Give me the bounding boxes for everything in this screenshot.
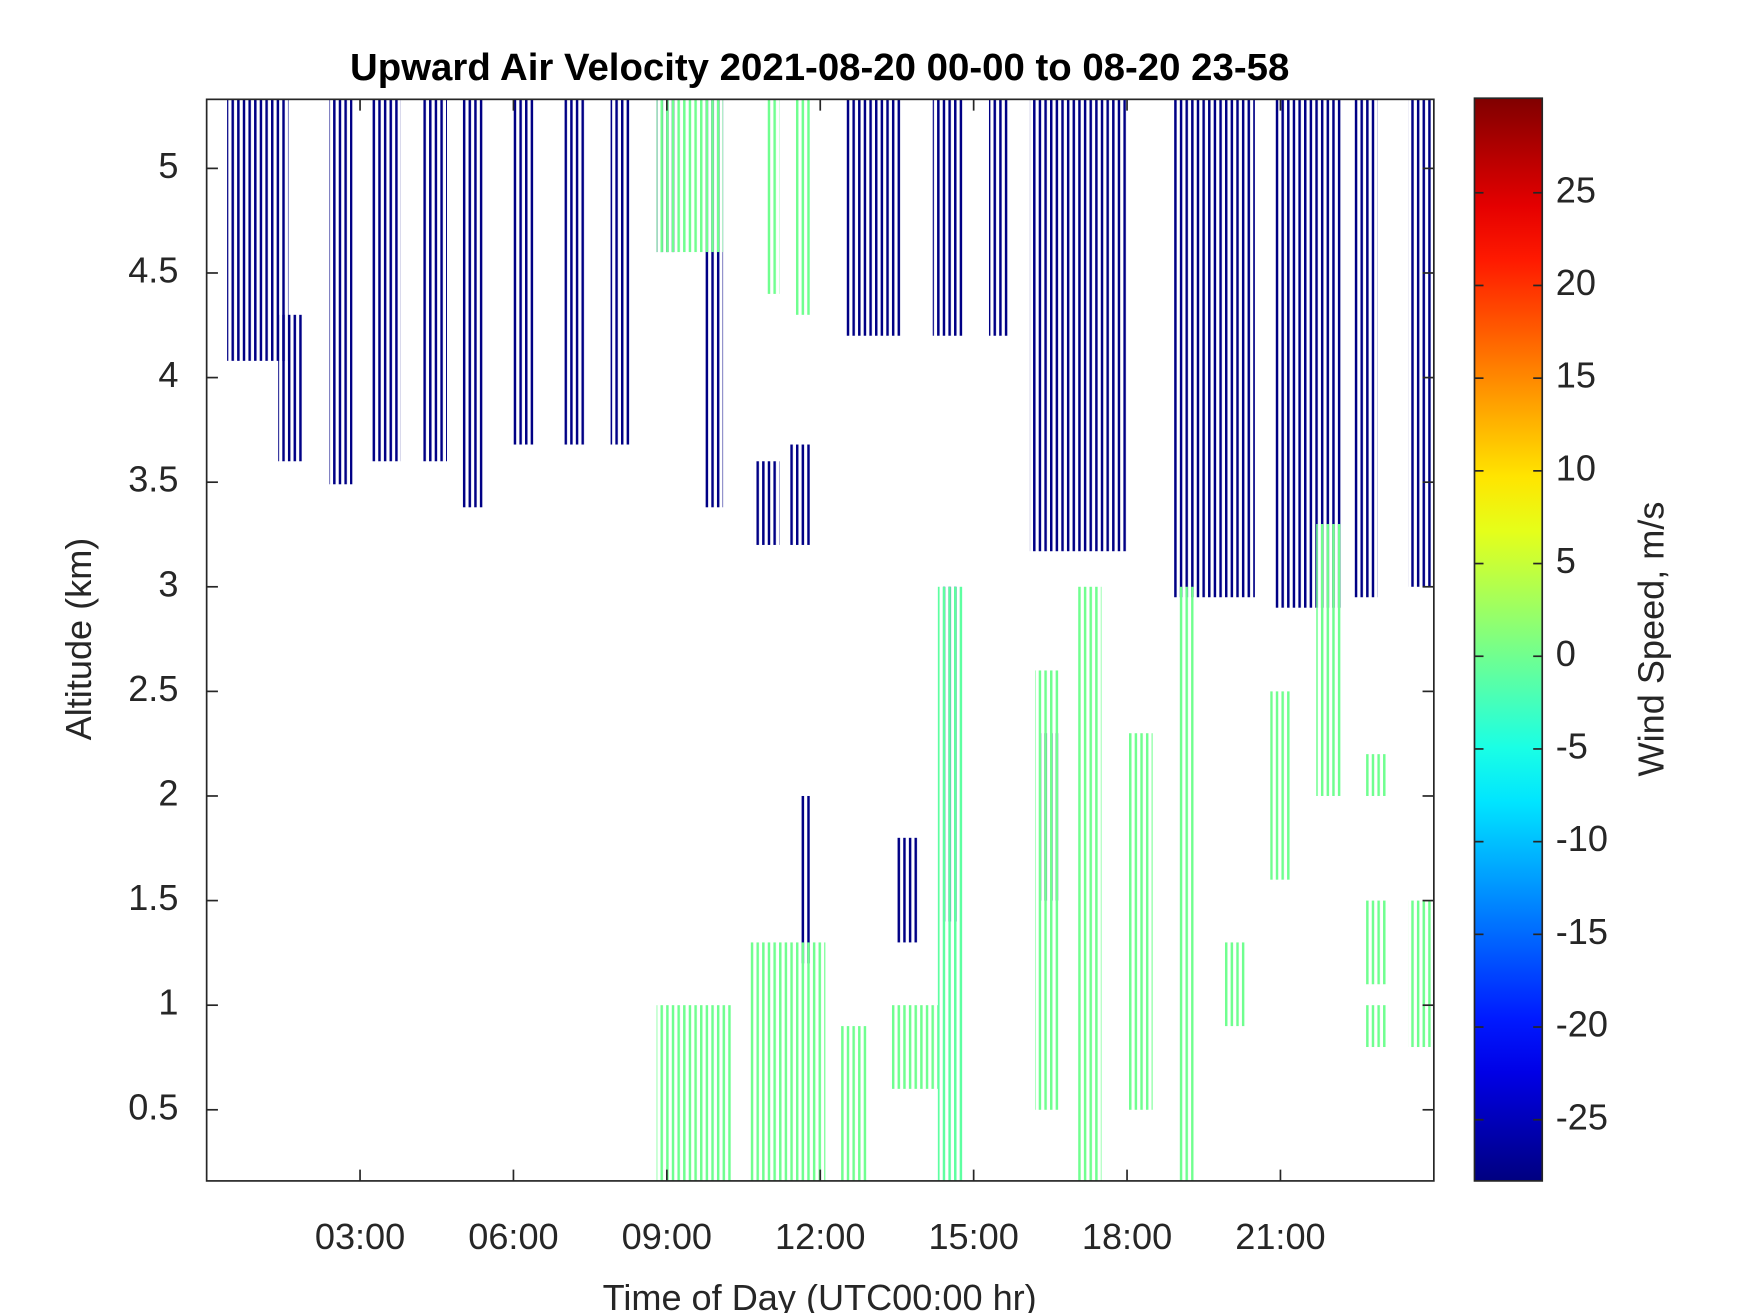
y-axis-label: Altitude (km) bbox=[58, 538, 99, 741]
colorbar-tick-label: 20 bbox=[1556, 262, 1596, 303]
colorbar-tick-label: -5 bbox=[1556, 725, 1588, 766]
y-tick-label: 1.5 bbox=[128, 877, 178, 918]
heatmap-cell bbox=[513, 99, 534, 445]
heatmap-cell bbox=[462, 99, 483, 508]
colorbar-tick-label: 5 bbox=[1556, 540, 1576, 581]
heatmap-cell bbox=[1352, 99, 1378, 598]
heatmap-cell bbox=[1035, 670, 1061, 1110]
heatmap-cell bbox=[767, 99, 780, 294]
heatmap-cell bbox=[610, 99, 632, 445]
colorbar-tick-label: 25 bbox=[1556, 169, 1596, 210]
colorbar-frame bbox=[1473, 97, 1544, 1182]
heatmap-cell bbox=[896, 837, 918, 943]
heatmap-cell bbox=[753, 461, 780, 545]
heatmap-cell bbox=[1127, 733, 1153, 1110]
heatmap-cell bbox=[1364, 754, 1388, 796]
heatmap-cell bbox=[564, 99, 586, 445]
x-tick-label: 09:00 bbox=[622, 1216, 712, 1257]
heatmap-cell bbox=[1408, 99, 1434, 587]
colorbar-tick-label: -10 bbox=[1556, 818, 1608, 859]
y-tick-label: 4.5 bbox=[128, 250, 178, 291]
colorbar-tick-label: 15 bbox=[1556, 355, 1596, 396]
heatmap-cell bbox=[932, 99, 964, 336]
heatmap-cell bbox=[845, 99, 903, 336]
heatmap-cell bbox=[799, 795, 811, 964]
x-tick-label: 15:00 bbox=[928, 1216, 1018, 1257]
y-tick-label: 4 bbox=[158, 354, 178, 395]
colorbar bbox=[1474, 98, 1543, 1181]
heatmap-cell bbox=[1364, 900, 1388, 985]
colorbar-tick-label: -25 bbox=[1556, 1096, 1608, 1137]
y-tick-label: 3.5 bbox=[128, 459, 178, 500]
x-axis-label: Time of Day (UTC00:00 hr) bbox=[603, 1277, 1037, 1313]
heatmap-cell bbox=[748, 942, 826, 1181]
colorbar-tick-label: -15 bbox=[1556, 911, 1608, 952]
heatmap-cell bbox=[794, 99, 811, 315]
heatmap-cell bbox=[227, 99, 289, 361]
heatmap-cell bbox=[891, 1005, 938, 1089]
heatmap-cell bbox=[988, 99, 1010, 336]
heatmap-cell bbox=[840, 1026, 869, 1181]
heatmap-cell bbox=[937, 586, 964, 1181]
colorbar-tick-label: 10 bbox=[1556, 447, 1596, 488]
heatmap-cell bbox=[1316, 524, 1342, 796]
heatmap-cell bbox=[1029, 99, 1128, 552]
heatmap-cell bbox=[421, 99, 447, 462]
colorbar-label: Wind Speed, m/s bbox=[1631, 502, 1672, 777]
heatmap-cell bbox=[1075, 586, 1102, 1181]
heatmap bbox=[227, 99, 1434, 1181]
heatmap-cell bbox=[278, 314, 304, 462]
heatmap-cell bbox=[1275, 99, 1342, 608]
x-tick-label: 18:00 bbox=[1082, 1216, 1172, 1257]
heatmap-cell bbox=[1224, 942, 1245, 1027]
heatmap-cell bbox=[1173, 99, 1255, 598]
colorbar-tick-label: 0 bbox=[1556, 633, 1576, 674]
chart-title: Upward Air Velocity 2021-08-20 00-00 to … bbox=[350, 46, 1289, 89]
colorbar-tick-label: -20 bbox=[1556, 1004, 1608, 1045]
y-tick-label: 3 bbox=[158, 563, 178, 604]
x-tick-label: 21:00 bbox=[1235, 1216, 1325, 1257]
y-tick-label: 5 bbox=[158, 145, 178, 186]
y-tick-label: 2 bbox=[158, 773, 178, 814]
x-tick-label: 03:00 bbox=[315, 1216, 405, 1257]
heatmap-cell bbox=[1408, 900, 1434, 1048]
y-tick-label: 0.5 bbox=[128, 1086, 178, 1127]
x-tick-label: 12:00 bbox=[775, 1216, 865, 1257]
heatmap-cell bbox=[329, 99, 353, 485]
heatmap-cell bbox=[656, 99, 724, 253]
heatmap-cell bbox=[1178, 586, 1194, 1181]
x-tick-label: 06:00 bbox=[468, 1216, 558, 1257]
ticks: 03:00 06:00 09:00 12:00 15:00 18:00 21:00 0.5 1 1… bbox=[128, 99, 1434, 1257]
heatmap-cell bbox=[789, 444, 811, 545]
plot-frame bbox=[205, 98, 1435, 1182]
y-tick-label: 1 bbox=[158, 982, 178, 1023]
heatmap-cell bbox=[656, 1005, 734, 1181]
heatmap-cell bbox=[370, 99, 401, 462]
heatmap-cell bbox=[1270, 691, 1291, 880]
y-tick-label: 2.5 bbox=[128, 668, 178, 709]
heatmap-cell bbox=[1364, 1005, 1388, 1048]
